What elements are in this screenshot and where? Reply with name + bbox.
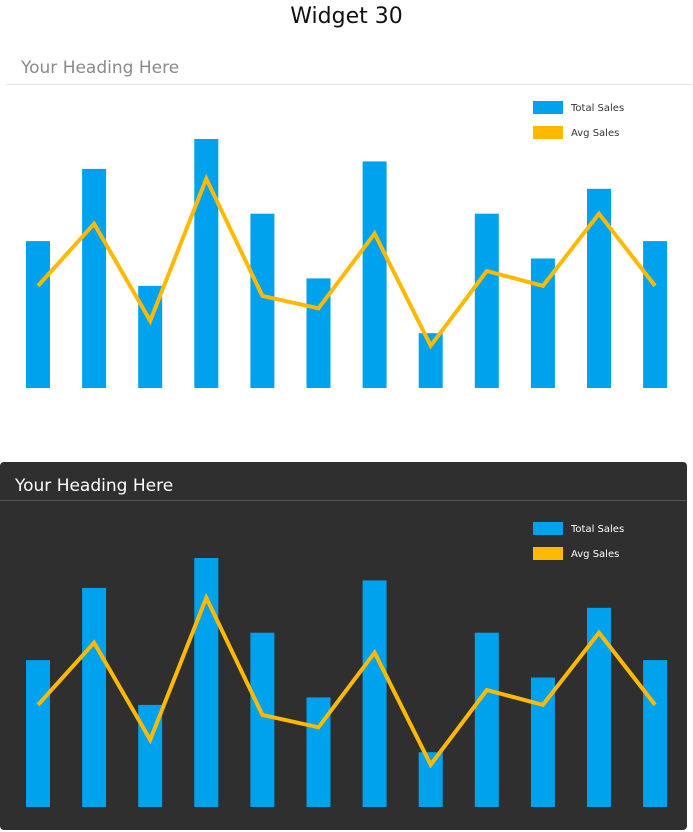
bar-total-sales [26,660,50,807]
legend-label: Total Sales [570,103,624,114]
bar-total-sales [82,168,107,388]
page-title: Widget 30 [290,4,403,29]
legend-label: Avg Sales [571,128,619,139]
bar-total-sales [250,213,275,388]
heading-divider [6,84,692,85]
bar-total-sales [587,607,611,807]
panel-heading: Your Heading Here [15,476,174,496]
bar-total-sales [643,241,668,388]
combo-chart-light: Total Sales Avg Sales [26,101,668,388]
legend-swatch [533,522,563,535]
legend-swatch [533,126,563,139]
panel-heading: Your Heading Here [21,58,180,78]
bar-total-sales [587,188,611,388]
legend-label: Total Sales [570,524,624,535]
heading-divider [0,500,687,501]
bar-total-sales [643,660,668,807]
bar-total-sales [474,632,499,807]
bar-total-sales [530,258,555,388]
line-avg-sales [36,173,657,350]
bar-total-sales [82,587,107,807]
legend-swatch [533,547,563,560]
bar-total-sales [530,677,555,807]
chart-panel-light: Your Heading Here Total Sales Avg Sales [6,52,692,392]
bar-total-sales [474,213,499,388]
bar-total-sales [362,161,387,388]
bar-total-sales [250,632,275,807]
legend-label: Avg Sales [571,549,619,560]
chart-panel-dark: Your Heading Here Total Sales Avg Sales [0,462,687,830]
bar-total-sales [362,580,387,807]
legend-swatch [533,101,563,114]
bar-total-sales [26,241,50,388]
line-avg-sales [36,592,657,769]
combo-chart-dark: Total Sales Avg Sales [26,522,668,807]
